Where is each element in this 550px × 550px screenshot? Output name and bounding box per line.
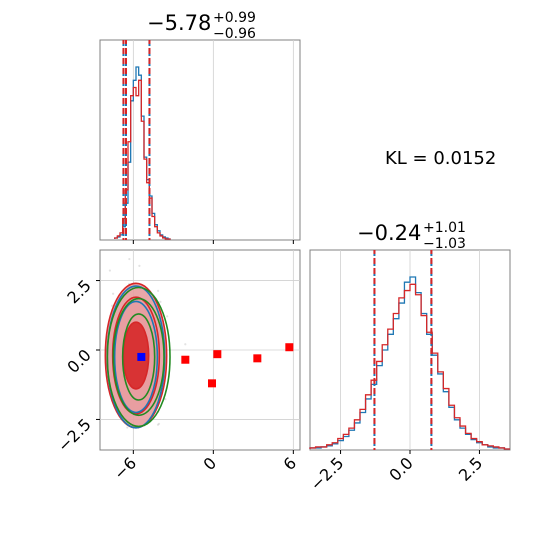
sample-point <box>138 264 141 267</box>
panel-title-upper-error: +0.99 <box>213 10 256 26</box>
marker-square <box>137 352 146 361</box>
sample-point <box>184 343 187 346</box>
panel-title-upper-error: +1.01 <box>423 220 466 236</box>
marker-group <box>137 343 294 388</box>
gridlines <box>132 40 294 240</box>
panel-title-lower-error: −0.96 <box>213 26 256 42</box>
sample-point <box>128 257 131 261</box>
quantile-lines <box>373 250 433 450</box>
panel-title-lower-error: −1.03 <box>423 236 466 252</box>
gridlines <box>340 250 480 450</box>
tick-marks <box>132 240 294 244</box>
x-tick-label: 6 <box>280 453 301 474</box>
marker-square <box>213 350 222 359</box>
x-tick-label: −6 <box>110 453 140 483</box>
sample-point <box>166 315 169 318</box>
x-tick-label: −2.5 <box>306 453 347 494</box>
quantile-lines <box>122 40 151 240</box>
sample-point <box>101 456 103 458</box>
panel-title-value: −0.24 <box>357 221 421 245</box>
y-tick-label: 0.0 <box>63 345 94 376</box>
x-tick-label: 0 <box>200 453 221 474</box>
contour-level <box>106 286 171 428</box>
marker-square <box>181 355 190 364</box>
sample-point <box>126 426 129 429</box>
y-axis-ticks: −2.5 0.0 2.5 <box>54 276 100 456</box>
sample-point <box>164 398 167 401</box>
panel-marginal-param-2: −2.5 0.0 2.5 −0.24 +1.01 −1.03 <box>306 220 511 494</box>
contour-group <box>101 257 187 458</box>
sample-point <box>108 269 111 272</box>
y-tick-label: −2.5 <box>54 415 95 456</box>
marker-square <box>285 343 294 352</box>
x-axis-ticks: −2.5 0.0 2.5 <box>306 450 486 494</box>
panel-joint: −6 0 6 −2.5 0.0 2.5 <box>54 249 301 484</box>
contour-level <box>113 300 159 414</box>
y-tick-label: 2.5 <box>63 276 94 307</box>
panel-frame <box>99 39 301 241</box>
contour-level <box>112 297 165 417</box>
kl-divergence-label: KL = 0.0152 <box>385 148 496 169</box>
marker-square <box>253 354 262 363</box>
marker-square <box>208 379 216 388</box>
sample-point <box>157 289 160 292</box>
x-tick-label: 0.0 <box>385 453 416 484</box>
histogram-step <box>309 283 510 450</box>
sample-point <box>157 422 161 425</box>
histogram-series <box>309 276 510 450</box>
sample-point <box>159 300 162 303</box>
panel-marginal-param-1: −5.78 +0.99 −0.96 <box>99 10 301 244</box>
contour-level <box>121 313 156 401</box>
sample-point <box>111 304 114 307</box>
x-tick-label: 2.5 <box>455 453 486 484</box>
x-axis-ticks: −6 0 6 <box>110 450 300 484</box>
panel-title-value: −5.78 <box>147 11 211 35</box>
sample-point <box>112 292 115 295</box>
